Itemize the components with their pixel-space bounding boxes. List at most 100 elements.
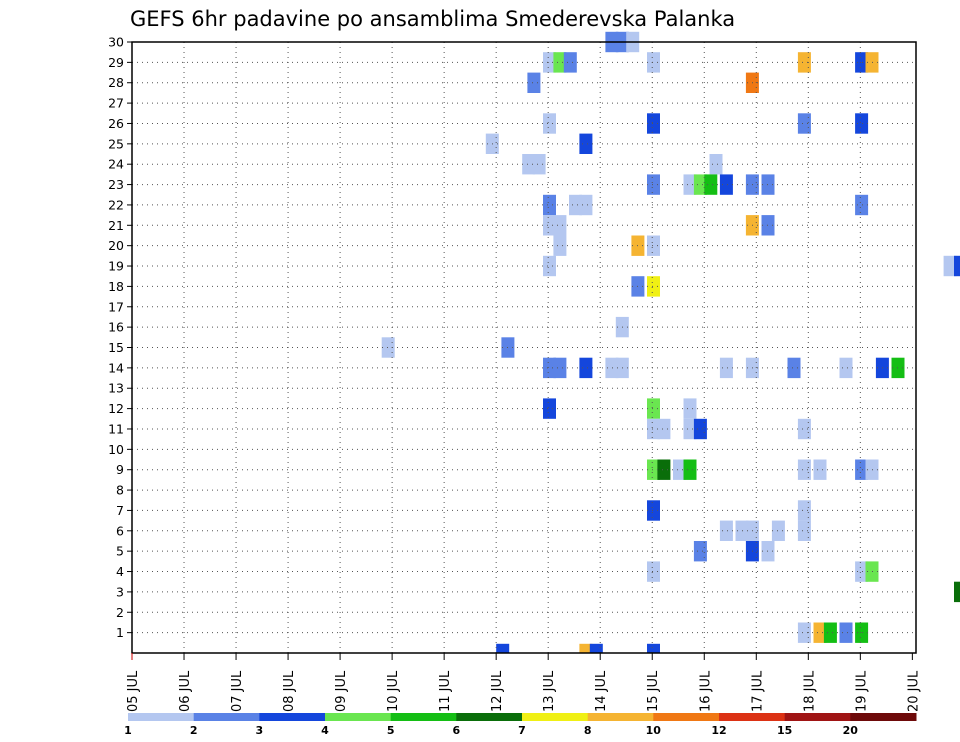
colorbar-segment [390,713,457,721]
y-tick-label: 26 [108,116,124,131]
y-tick-label: 19 [108,259,124,274]
colorbar-segment [587,713,654,721]
colorbar-label: 7 [518,724,526,737]
heatmap-cell [813,459,827,480]
x-tick-label: 05 JUL [126,670,141,712]
y-tick-label: 27 [108,96,124,111]
heatmap-cell [647,113,660,134]
heatmap-cell [855,561,869,582]
y-tick-label: 11 [108,421,124,436]
heatmap-cell [647,398,660,419]
heatmap-cell [797,418,811,440]
y-tick-label: 20 [108,238,124,253]
x-tick-label: 14 JUL [594,670,609,712]
colorbar-label: 8 [584,724,592,737]
y-tick-label: 15 [108,340,124,355]
heatmap-cell [954,581,960,603]
heatmap-cell [839,357,853,379]
colorbar-segment [259,713,326,721]
heatmap-cell [839,622,853,643]
chart-title: GEFS 6hr padavine po ansamblima Smederev… [130,7,735,31]
heatmap-cell [673,459,686,480]
y-tick-label: 14 [108,360,124,375]
heatmap-cell [579,194,593,216]
y-tick-label: 7 [116,503,124,518]
heatmap-cell [543,215,556,236]
heatmap-cell [569,194,582,216]
heatmap-cell [954,255,960,277]
x-axis: 05 JUL 06 JUL 07 JUL 08 JUL 09 JUL 10 JUL 11 J… [126,653,921,712]
y-tick-label: 25 [108,136,124,151]
colorbar-segment [784,713,851,721]
heatmap-cell [719,520,733,541]
heatmap-cell [553,215,567,236]
heatmap-cell [579,643,593,653]
y-tick-label: 18 [108,279,124,294]
heatmap-cell [543,255,556,277]
x-tick-label: 11 JUL [438,670,453,712]
heatmap-cell [553,357,567,379]
y-tick-label: 17 [108,299,124,314]
x-tick-label: 15 JUL [646,670,661,712]
heatmap-cell [522,154,536,175]
y-tick-label: 3 [116,584,124,599]
heatmap-cell [823,622,837,643]
heatmap-cell [657,459,671,480]
heatmap-cell [579,357,593,379]
x-tick-label: 09 JUL [334,670,349,712]
heatmap-cell [855,113,869,134]
heatmap-cell [647,459,660,480]
y-tick-label: 22 [108,197,124,212]
y-tick-label: 24 [108,157,124,172]
colorbar-label: 1 [124,724,132,737]
heatmap-cell [855,622,869,643]
x-tick-label: 18 JUL [802,670,817,712]
heatmap-cell [797,500,811,521]
y-tick-label: 10 [108,442,124,457]
y-axis: 1234567891011121314151617181920212223242… [108,35,132,640]
y-tick-label: 28 [108,75,124,90]
heatmap-cell [381,337,395,358]
colorbar-label: 6 [452,724,460,737]
heatmap-cell [771,520,785,541]
heatmap-cell [797,459,811,480]
x-tick-label: 06 JUL [178,670,193,712]
heatmap-cell [719,174,733,195]
heatmap-cell [855,459,869,480]
y-tick-label: 23 [108,177,124,192]
heatmap-cell [543,398,556,419]
x-tick-label: 19 JUL [854,670,869,712]
heatmap-cell [647,643,660,653]
colorbar-label: 12 [711,724,726,737]
x-tick-label: 16 JUL [698,670,713,712]
y-tick-label: 13 [108,381,124,396]
heatmap-cell [496,643,510,653]
heatmap-cell [543,113,556,134]
heatmap-cell [797,113,811,134]
heatmap-cell [683,459,697,480]
heatmap-cell [704,174,718,195]
heatmap-cell [589,643,603,653]
y-tick-label: 4 [116,564,124,579]
colorbar-segment [522,713,589,721]
heatmap-cell [693,174,707,195]
heatmap-cell [709,154,723,175]
heatmap-cell [787,357,801,379]
heatmap-cell [647,52,660,73]
x-tick-label: 13 JUL [542,670,557,712]
colorbar-label: 15 [777,724,792,737]
x-tick-label: 12 JUL [490,670,505,712]
colorbar-segment [193,713,260,721]
colorbar-segment [653,713,720,721]
y-tick-label: 2 [116,605,124,620]
colorbar-segment [128,713,195,721]
y-tick-label: 6 [116,523,124,538]
colorbar-label: 20 [843,724,859,737]
y-tick-label: 30 [108,35,124,50]
heatmap-cell [855,194,869,216]
x-tick-label: 07 JUL [230,670,245,712]
y-tick-label: 12 [108,401,124,416]
heatmap-cell [647,561,660,582]
colorbar-segment [325,713,392,721]
